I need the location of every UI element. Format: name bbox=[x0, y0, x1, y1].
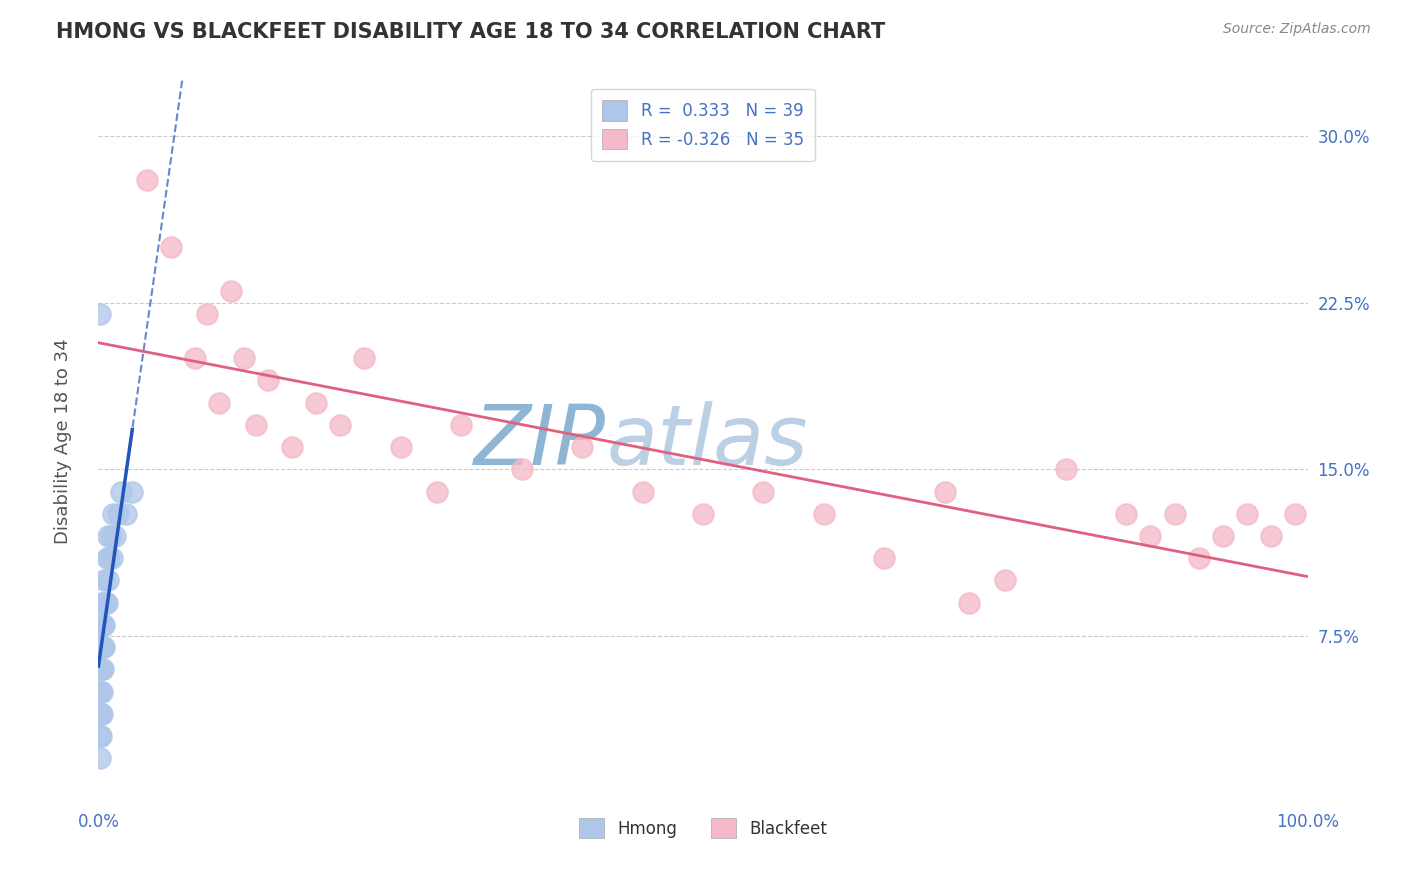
Point bbox=[89, 751, 111, 765]
Point bbox=[91, 662, 114, 676]
Point bbox=[100, 529, 122, 543]
Point bbox=[232, 351, 254, 366]
Point bbox=[98, 551, 121, 566]
Point bbox=[221, 285, 243, 299]
Point bbox=[91, 662, 114, 676]
Point bbox=[90, 729, 112, 743]
Point bbox=[957, 596, 980, 610]
Point bbox=[281, 440, 304, 454]
Point bbox=[91, 618, 114, 632]
Point bbox=[93, 640, 115, 655]
Point bbox=[91, 618, 114, 632]
Point bbox=[90, 662, 112, 676]
Y-axis label: Disability Age 18 to 34: Disability Age 18 to 34 bbox=[53, 339, 72, 544]
Point bbox=[353, 351, 375, 366]
Text: ZIP: ZIP bbox=[474, 401, 606, 482]
Point bbox=[184, 351, 207, 366]
Point bbox=[1284, 507, 1306, 521]
Point bbox=[91, 706, 114, 721]
Point bbox=[97, 574, 120, 588]
Point bbox=[121, 484, 143, 499]
Point bbox=[389, 440, 412, 454]
Point bbox=[813, 507, 835, 521]
Point bbox=[104, 529, 127, 543]
Point bbox=[107, 507, 129, 521]
Point bbox=[160, 240, 183, 254]
Point bbox=[256, 373, 278, 387]
Point bbox=[96, 551, 118, 566]
Point bbox=[91, 596, 114, 610]
Point bbox=[89, 729, 111, 743]
Point bbox=[89, 662, 111, 676]
Point bbox=[1054, 462, 1077, 476]
Point bbox=[115, 507, 138, 521]
Point bbox=[135, 173, 157, 187]
Point bbox=[1212, 529, 1234, 543]
Point bbox=[1139, 529, 1161, 543]
Point bbox=[100, 551, 122, 566]
Legend: Hmong, Blackfeet: Hmong, Blackfeet bbox=[572, 812, 834, 845]
Point bbox=[329, 417, 352, 432]
Point bbox=[934, 484, 956, 499]
Point bbox=[245, 417, 267, 432]
Point bbox=[94, 596, 117, 610]
Point bbox=[89, 684, 111, 698]
Point bbox=[96, 596, 118, 610]
Point bbox=[89, 706, 111, 721]
Point bbox=[208, 395, 231, 409]
Point bbox=[90, 618, 112, 632]
Point bbox=[93, 574, 115, 588]
Point bbox=[110, 484, 132, 499]
Text: HMONG VS BLACKFEET DISABILITY AGE 18 TO 34 CORRELATION CHART: HMONG VS BLACKFEET DISABILITY AGE 18 TO … bbox=[56, 22, 886, 42]
Point bbox=[97, 529, 120, 543]
Point bbox=[1236, 507, 1258, 521]
Point bbox=[692, 507, 714, 521]
Point bbox=[90, 640, 112, 655]
Point bbox=[571, 440, 593, 454]
Point bbox=[1163, 507, 1185, 521]
Point bbox=[90, 684, 112, 698]
Text: Source: ZipAtlas.com: Source: ZipAtlas.com bbox=[1223, 22, 1371, 37]
Point bbox=[752, 484, 775, 499]
Text: atlas: atlas bbox=[606, 401, 808, 482]
Point bbox=[91, 596, 114, 610]
Point bbox=[1188, 551, 1211, 566]
Point bbox=[1115, 507, 1137, 521]
Point bbox=[994, 574, 1017, 588]
Point bbox=[89, 307, 111, 321]
Point bbox=[195, 307, 218, 321]
Point bbox=[101, 507, 124, 521]
Point bbox=[90, 706, 112, 721]
Point bbox=[91, 684, 114, 698]
Point bbox=[91, 640, 114, 655]
Point bbox=[1260, 529, 1282, 543]
Point bbox=[305, 395, 328, 409]
Point bbox=[873, 551, 896, 566]
Point bbox=[510, 462, 533, 476]
Point bbox=[426, 484, 449, 499]
Point bbox=[93, 618, 115, 632]
Point bbox=[91, 640, 114, 655]
Point bbox=[631, 484, 654, 499]
Point bbox=[450, 417, 472, 432]
